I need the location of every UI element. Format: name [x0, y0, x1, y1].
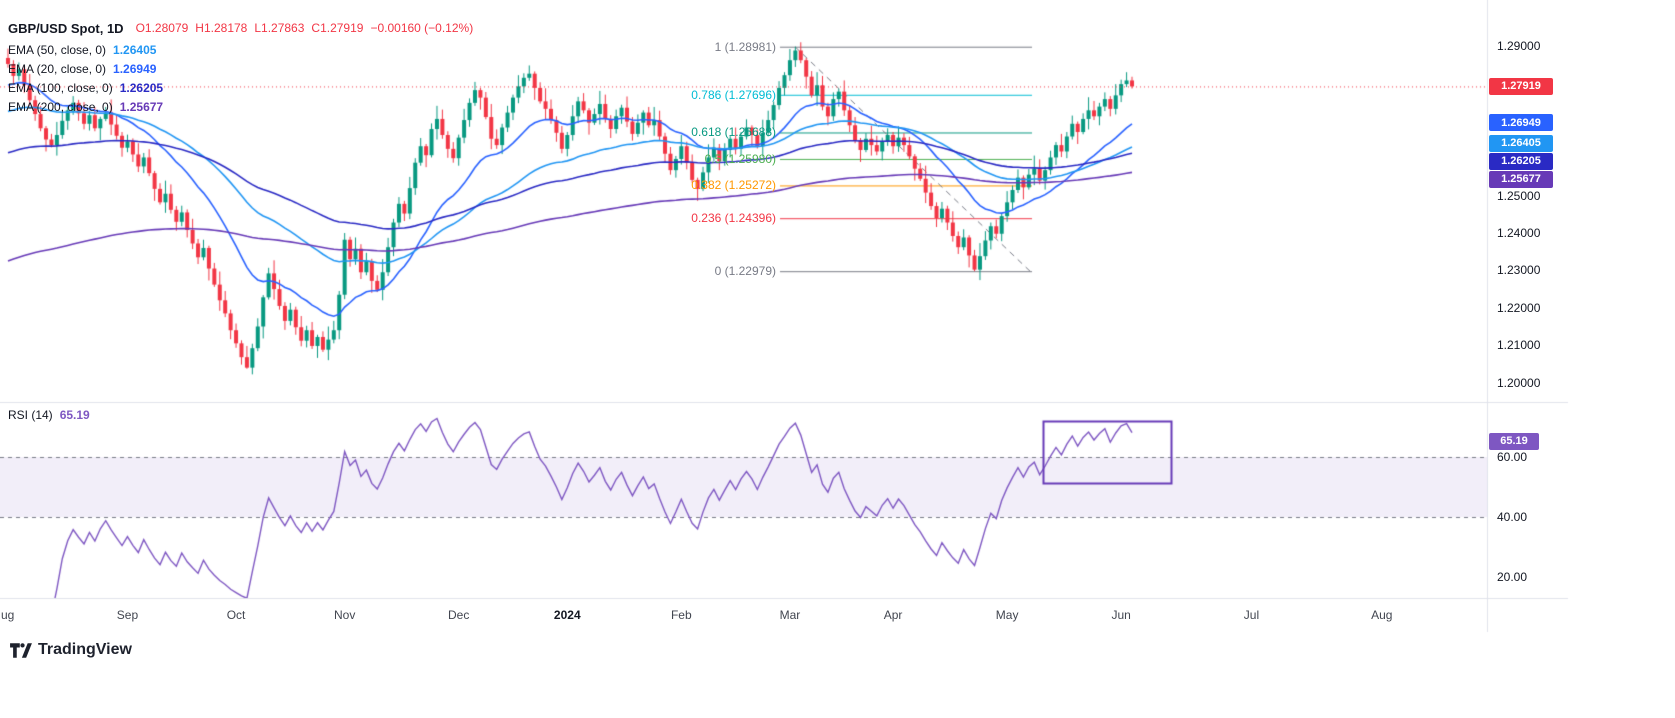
symbol-legend-row[interactable]: GBP/USD Spot, 1D O1.28079 H1.28178 L1.27…: [8, 20, 473, 36]
time-axis-label: Jul: [1243, 608, 1260, 622]
rsi-axis-label: 60.00: [1497, 450, 1528, 464]
fib-level-label: 0.382 (1.25272): [691, 178, 776, 193]
tradingview-logo[interactable]: TradingView: [10, 641, 132, 659]
indicator-value: 1.25677: [119, 99, 164, 114]
fib-level-label: 1 (1.28981): [714, 39, 776, 54]
price-axis[interactable]: [1487, 0, 1568, 598]
time-axis-label: Feb: [670, 608, 692, 622]
price-axis-label: 1.22000: [1497, 300, 1541, 315]
indicator-label: EMA (200, close, 0): [8, 99, 113, 114]
time-axis-label: Mar: [779, 608, 801, 622]
ema-legend-row-20[interactable]: EMA (20, close, 0) 1.26949: [8, 61, 473, 76]
ohlc-high: H1.28178: [195, 21, 248, 35]
time-axis-label: May: [995, 608, 1019, 622]
price-badge: 1.26205: [1489, 152, 1553, 170]
fib-level-label: 0 (1.22979): [714, 264, 776, 279]
time-axis-label: Oct: [226, 608, 246, 622]
price-axis-label: 1.23000: [1497, 263, 1541, 278]
time-axis[interactable]: [0, 598, 1568, 632]
ema-legend-row-50[interactable]: EMA (50, close, 0) 1.26405: [8, 42, 473, 57]
rsi-legend-row[interactable]: RSI (14) 65.19: [8, 408, 90, 422]
price-badge: 1.26405: [1489, 134, 1553, 152]
price-badge: 1.25677: [1489, 170, 1553, 188]
tradingview-logo-text: TradingView: [38, 641, 132, 658]
indicator-label: EMA (50, close, 0): [8, 42, 107, 57]
price-axis-label: 1.29000: [1497, 39, 1541, 53]
ohlc-close: C1.27919: [311, 21, 364, 35]
indicator-value: 1.26949: [113, 61, 157, 76]
indicator-value: 1.26405: [113, 42, 157, 57]
ohlc-low: L1.27863: [254, 21, 305, 35]
ohlc-change: −0.00160 (−0.12%): [370, 21, 474, 35]
price-axis-label: 1.21000: [1497, 338, 1541, 353]
price-axis-label: 1.20000: [1497, 375, 1541, 390]
time-axis-label: 2024: [553, 608, 581, 622]
rsi-axis-label: 40.00: [1497, 510, 1528, 524]
rsi-indicator-label: RSI (14): [8, 408, 53, 422]
ema-legend-row-100[interactable]: EMA (100, close, 0) 1.26205: [8, 80, 473, 95]
rsi-axis-label: 20.00: [1497, 570, 1528, 584]
rsi-indicator-value: 65.19: [59, 408, 90, 422]
time-axis-label: Nov: [333, 608, 356, 622]
fib-level-label: 0.786 (1.27696): [691, 87, 776, 102]
time-axis-label: Dec: [448, 608, 470, 622]
time-axis-label: Jun: [1111, 608, 1131, 622]
indicator-label: EMA (20, close, 0): [8, 61, 107, 76]
indicator-value: 1.26205: [119, 80, 164, 95]
indicator-label: EMA (100, close, 0): [8, 80, 113, 95]
fib-level-label: 0.5 (1.25980): [704, 151, 776, 166]
symbol-title: GBP/USD Spot, 1D: [8, 20, 124, 36]
price-axis-label: 1.25000: [1497, 188, 1541, 203]
time-axis-label: Apr: [883, 608, 903, 622]
price-badge: 1.26949: [1489, 114, 1553, 132]
time-axis-label: Aug: [1371, 608, 1393, 622]
price-badge: 1.27919: [1489, 77, 1553, 95]
chart-legend: GBP/USD Spot, 1D O1.28079 H1.28178 L1.27…: [8, 20, 473, 118]
price-axis-label: 1.24000: [1497, 226, 1541, 240]
fib-level-label: 0.236 (1.24396): [691, 211, 776, 226]
tradingview-logo-icon: [10, 642, 32, 658]
ema-legend-row-200[interactable]: EMA (200, close, 0) 1.25677: [8, 99, 473, 114]
ohlc-open: O1.28079: [135, 21, 189, 35]
fib-level-label: 0.618 (1.26688): [691, 125, 776, 140]
time-axis-label: ug: [1, 608, 15, 622]
rsi-badge: 65.19: [1489, 432, 1539, 450]
time-axis-label: Sep: [116, 608, 139, 622]
